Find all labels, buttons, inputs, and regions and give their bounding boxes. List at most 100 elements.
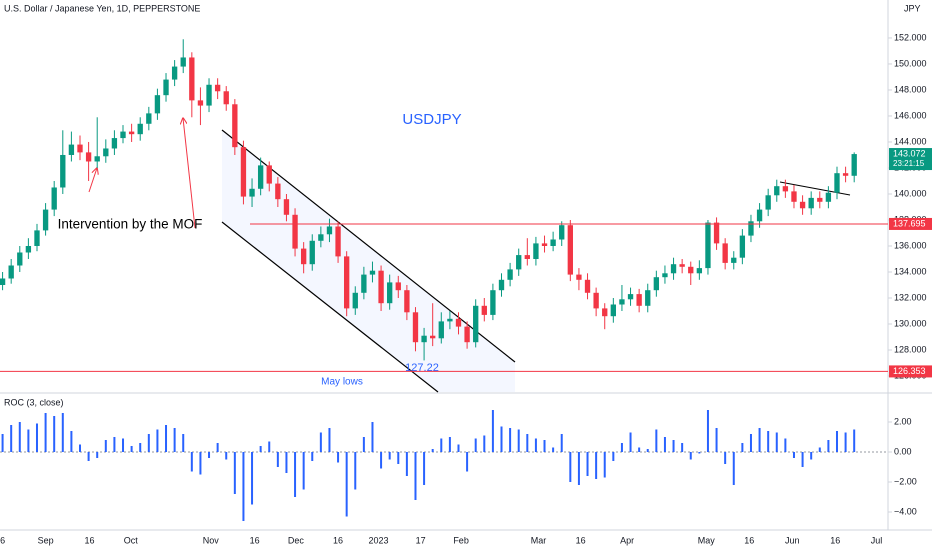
candle-body — [533, 243, 539, 259]
roc-bar — [216, 443, 219, 452]
candle-body — [817, 197, 823, 202]
roc-bar — [569, 452, 572, 482]
roc-bar — [405, 452, 408, 476]
roc-bar — [620, 443, 623, 452]
x-tick-label: Apr — [620, 535, 634, 545]
candle-body — [799, 201, 806, 209]
candle-body — [34, 230, 40, 246]
roc-bar — [672, 440, 675, 452]
roc-bar — [663, 437, 666, 452]
candle-body — [481, 305, 487, 315]
roc-bar — [784, 438, 787, 452]
roc-bar — [18, 422, 21, 452]
roc-bar — [801, 452, 804, 467]
roc-bar — [595, 452, 598, 479]
candle-body — [584, 279, 591, 293]
roc-bar — [35, 423, 38, 452]
roc-bar — [706, 410, 709, 452]
candle-body — [197, 100, 204, 106]
candle-body — [559, 225, 565, 240]
candle-body — [705, 222, 711, 269]
roc-bar — [844, 432, 847, 452]
roc-bar — [500, 426, 503, 452]
roc-bar — [165, 425, 168, 452]
x-tick-label: Feb — [453, 535, 469, 545]
roc-bar — [388, 452, 391, 460]
candle-body — [421, 335, 427, 343]
annotation: 127.22 — [405, 362, 439, 374]
roc-bar — [681, 443, 684, 452]
roc-bar — [724, 452, 727, 464]
candle-body — [722, 243, 728, 263]
candle-body — [387, 282, 393, 304]
roc-bar — [457, 444, 460, 452]
candle-body — [352, 292, 358, 309]
roc-bar — [440, 438, 443, 452]
candle-body — [404, 290, 410, 313]
candle-body — [739, 235, 746, 258]
roc-bar — [173, 428, 176, 452]
annotation: Intervention by the MOF — [58, 217, 203, 232]
roc-bar — [853, 429, 856, 452]
candle-body — [550, 239, 556, 246]
roc-bar — [732, 452, 735, 485]
last-price-box — [889, 148, 932, 171]
y-tick-label: 148.000 — [894, 84, 927, 94]
candle-body — [146, 113, 152, 124]
candle-body — [51, 187, 57, 210]
y-tick-label: 152.000 — [894, 32, 927, 42]
candle-body — [94, 156, 100, 162]
x-tick-label: 16 — [830, 535, 840, 545]
candle-body — [688, 266, 694, 274]
x-tick-label: Oct — [124, 535, 139, 545]
candle-body — [834, 173, 840, 193]
candle-body — [412, 312, 419, 343]
marks — [0, 39, 888, 521]
roc-bar — [354, 452, 357, 490]
candle-body — [670, 264, 677, 274]
roc-bar — [810, 452, 813, 460]
countdown: 23:21:15 — [893, 159, 925, 168]
y-tick-label: 134.000 — [894, 266, 927, 276]
candle-body — [154, 95, 161, 114]
y-tick-label: 146.000 — [894, 110, 927, 120]
candle-body — [473, 305, 479, 343]
roc-bar — [758, 428, 761, 452]
candle-body — [171, 66, 178, 80]
candle-body — [275, 183, 281, 200]
roc-bar — [655, 429, 658, 452]
roc-bar — [689, 452, 692, 460]
roc-bar — [543, 440, 546, 452]
x-tick-label: 16 — [576, 535, 586, 545]
candle-body — [567, 225, 573, 275]
candle-body — [576, 274, 582, 280]
roc-bar — [767, 431, 770, 452]
roc-bar — [96, 452, 99, 458]
candle-body — [326, 226, 333, 235]
candle-body — [713, 222, 720, 244]
x-tick-label: 16 — [744, 535, 754, 545]
candle-body — [447, 318, 453, 322]
roc-bar — [792, 452, 795, 458]
candle-body — [378, 270, 384, 304]
roc-bar — [104, 440, 107, 452]
roc-bar — [380, 452, 383, 469]
roc-bar — [715, 428, 718, 452]
roc-bar — [53, 416, 56, 452]
channel-lower — [221, 221, 439, 393]
y-tick-label: 132.000 — [894, 292, 927, 302]
roc-bar — [44, 413, 47, 452]
candle-body — [292, 214, 298, 249]
x-tick-label: Jun — [785, 535, 800, 545]
roc-bar — [147, 434, 150, 452]
roc-bar — [242, 452, 245, 521]
candle-body — [490, 290, 496, 315]
roc-bar — [698, 452, 701, 454]
x-tick-label: Nov — [203, 535, 220, 545]
trendline — [779, 181, 851, 196]
candle-body — [731, 257, 737, 263]
roc-bar — [10, 425, 13, 452]
roc-bar — [835, 431, 838, 452]
